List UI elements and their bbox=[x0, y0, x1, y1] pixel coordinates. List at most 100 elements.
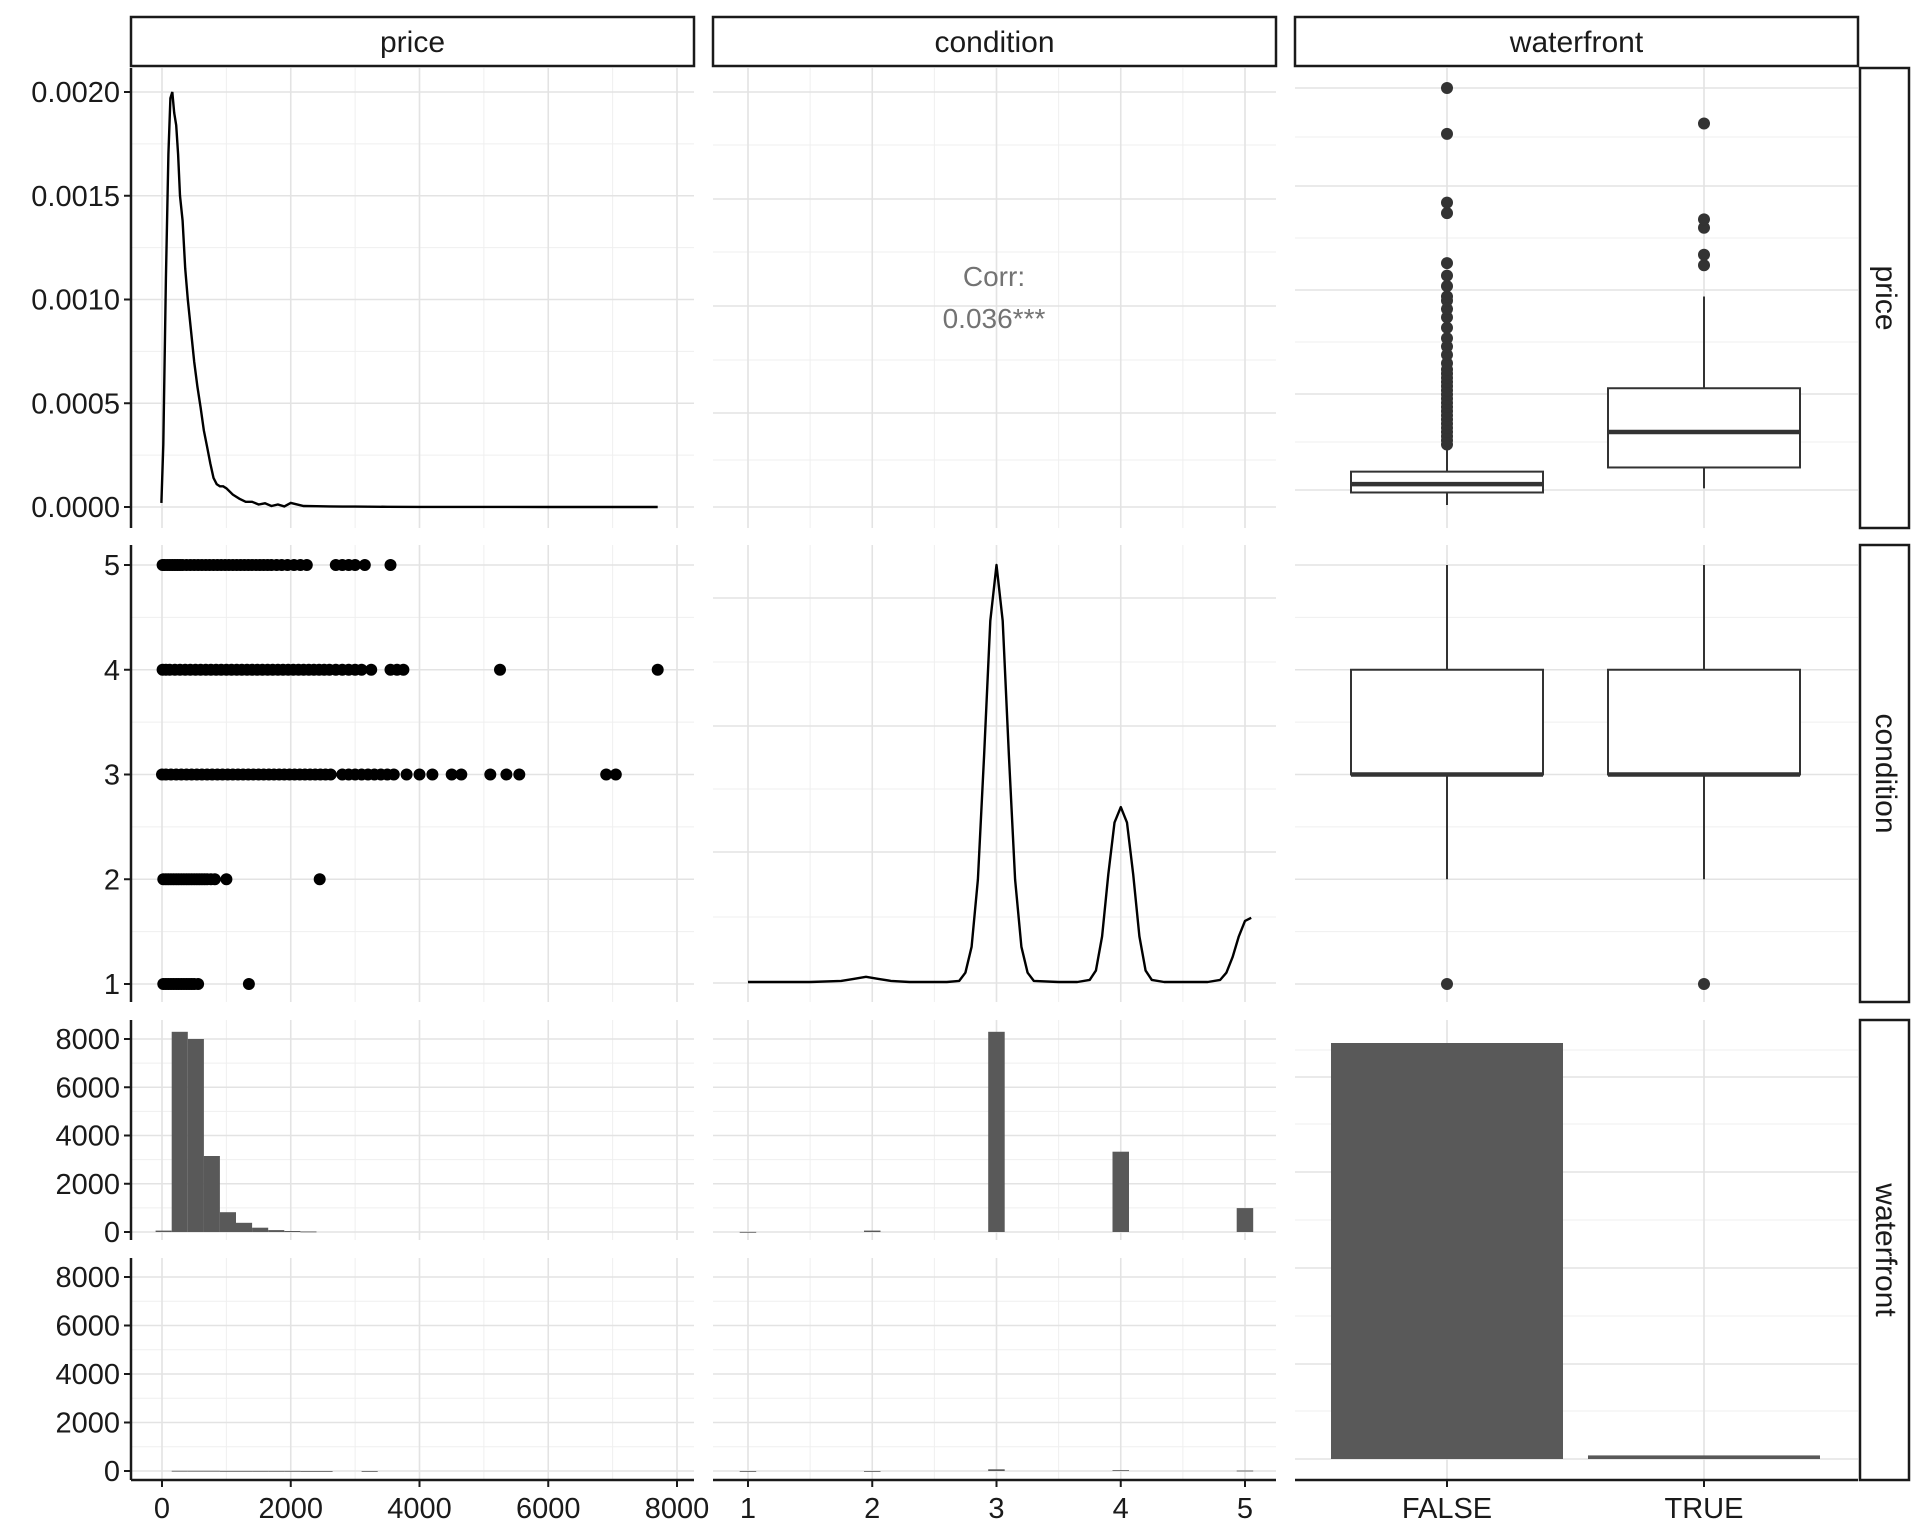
x-tick-label: 8000 bbox=[645, 1493, 710, 1525]
histogram-bar bbox=[252, 1227, 269, 1232]
y-tick-label: 3 bbox=[104, 760, 120, 792]
y-tick-label: 4 bbox=[104, 655, 120, 687]
histogram-bar bbox=[1236, 1470, 1254, 1472]
scatter-point bbox=[387, 768, 400, 781]
row-strip-label-price: price bbox=[1869, 265, 1902, 330]
boxplot-box bbox=[1607, 387, 1801, 469]
boxplot-outlier bbox=[1441, 207, 1453, 220]
y-tick-label: 6000 bbox=[55, 1311, 120, 1343]
y-tick-label: 0 bbox=[104, 1456, 120, 1488]
y-tick-label: 0 bbox=[104, 1217, 120, 1249]
axes-layer: 0.0000 0.0005 0.0010 0.0015 0.0020 1 2 3 4 5 0 2000… bbox=[31, 68, 1858, 1525]
boxplot-box bbox=[1350, 668, 1544, 776]
histogram-bar bbox=[1112, 1470, 1129, 1471]
scatter-point bbox=[500, 768, 513, 781]
x-tick-label: 2000 bbox=[258, 1493, 323, 1525]
scatter-point bbox=[300, 559, 313, 571]
histogram-bar bbox=[284, 1470, 301, 1472]
x-tick-label: 2 bbox=[864, 1493, 880, 1525]
x-tick-label: 3 bbox=[988, 1493, 1004, 1525]
boxplot-outlier bbox=[1698, 259, 1710, 272]
boxplot-condition-true bbox=[1607, 565, 1801, 990]
scatter-point bbox=[513, 768, 526, 781]
y-tick-label: 5 bbox=[104, 550, 120, 582]
boxplot-outlier bbox=[1441, 303, 1453, 316]
histogram-bar bbox=[316, 1471, 333, 1472]
x-tick-label: FALSE bbox=[1402, 1493, 1492, 1525]
y-tick-label: 4000 bbox=[55, 1121, 120, 1153]
histogram-bar bbox=[284, 1231, 301, 1232]
y-tick-label: 0.0020 bbox=[31, 77, 120, 109]
y-tick-label: 0.0005 bbox=[31, 388, 120, 420]
waterfront-bar bbox=[1331, 1043, 1563, 1459]
correlation-label: Corr: bbox=[963, 261, 1025, 292]
scatter-point bbox=[413, 768, 426, 781]
boxplot-outlier bbox=[1441, 196, 1453, 209]
boxplot-outlier bbox=[1441, 348, 1453, 361]
waterfront-bar bbox=[1588, 1455, 1820, 1459]
scatter-point bbox=[365, 663, 378, 676]
boxplot-outlier bbox=[1441, 127, 1453, 140]
scatter-point bbox=[355, 663, 368, 676]
row-strip-label-condition: condition bbox=[1869, 713, 1902, 833]
scatter-point bbox=[358, 559, 371, 571]
histogram-bar bbox=[219, 1212, 236, 1232]
boxplot-box bbox=[1607, 668, 1801, 776]
scatter-point bbox=[397, 663, 410, 676]
histogram-bar bbox=[988, 1031, 1005, 1232]
histogram-bar bbox=[361, 1471, 378, 1472]
boxplot-outlier bbox=[1441, 340, 1453, 353]
scatter-point bbox=[494, 663, 506, 676]
histogram-bar bbox=[219, 1470, 236, 1472]
boxplot-outlier bbox=[1441, 290, 1453, 303]
histogram-bar bbox=[988, 1469, 1005, 1471]
scatter-point bbox=[242, 978, 255, 990]
column-strip-price bbox=[129, 15, 696, 68]
x-tick-label: 0 bbox=[154, 1493, 170, 1525]
histogram-bar bbox=[203, 1470, 220, 1472]
y-tick-label: 0.0010 bbox=[31, 285, 120, 317]
histogram-bar bbox=[187, 1039, 204, 1232]
boxplot-outlier bbox=[1698, 978, 1710, 990]
y-tick-label: 2 bbox=[104, 864, 120, 896]
boxplot-outlier bbox=[1441, 357, 1453, 370]
boxplot-price-true bbox=[1607, 117, 1801, 489]
boxplot-outlier bbox=[1441, 332, 1453, 345]
scatter-point bbox=[445, 768, 458, 781]
boxplot-outlier bbox=[1441, 269, 1453, 282]
y-tick-label: 1 bbox=[104, 969, 120, 1001]
scatter-point bbox=[384, 559, 397, 571]
scatter-point bbox=[192, 978, 205, 990]
histogram-bar bbox=[300, 1471, 317, 1472]
x-tick-label: 5 bbox=[1237, 1493, 1253, 1525]
scatter-point bbox=[455, 768, 468, 781]
boxplot-outlier bbox=[1698, 117, 1710, 130]
y-tick-label: 0.0015 bbox=[31, 181, 120, 213]
scatter-point bbox=[220, 873, 233, 886]
scatter-point bbox=[426, 768, 439, 781]
boxplot-outlier bbox=[1698, 221, 1710, 234]
y-tick-label: 8000 bbox=[55, 1024, 120, 1056]
price-density-line bbox=[160, 91, 658, 509]
histogram-bar bbox=[187, 1470, 204, 1472]
boxplot-outlier bbox=[1441, 82, 1453, 94]
histogram-bar bbox=[171, 1470, 188, 1472]
column-strip-label-price: price bbox=[380, 26, 445, 59]
x-tick-label: 4000 bbox=[387, 1493, 452, 1525]
histogram-bar bbox=[739, 1231, 757, 1233]
histogram-bar bbox=[864, 1471, 881, 1472]
histogram-bar bbox=[268, 1470, 285, 1472]
y-tick-label: 0.0000 bbox=[31, 492, 120, 524]
histogram-bar bbox=[300, 1231, 317, 1233]
column-strip-label-waterfront: waterfront bbox=[1509, 26, 1644, 59]
y-tick-label: 2000 bbox=[55, 1408, 120, 1440]
scatter-point bbox=[324, 768, 337, 781]
scatter-point bbox=[400, 768, 413, 781]
column-strip-waterfront bbox=[1293, 15, 1860, 68]
boxplot-outlier bbox=[1698, 248, 1710, 261]
histogram-bar bbox=[268, 1230, 285, 1232]
scatter-point bbox=[313, 873, 326, 886]
boxplot-outlier bbox=[1441, 280, 1453, 293]
data-layer bbox=[155, 82, 1820, 1472]
